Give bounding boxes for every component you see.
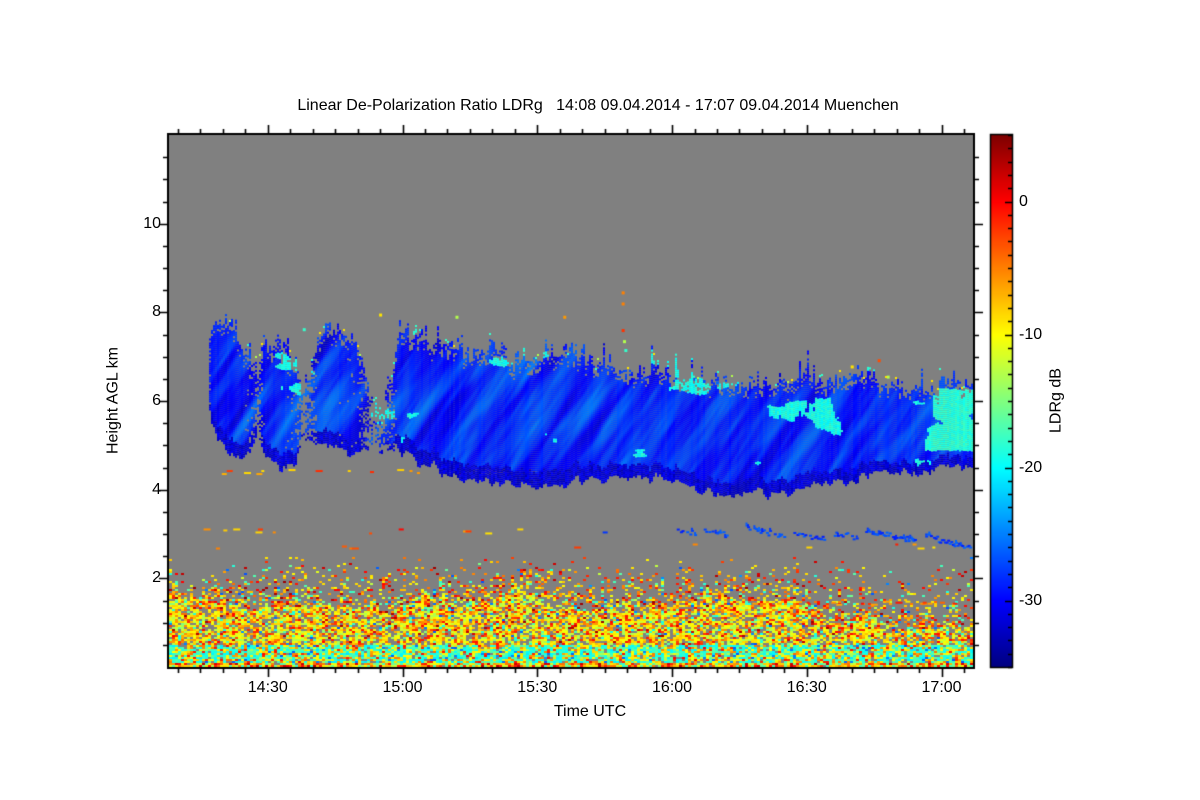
- x-tick-label: 16:30: [786, 679, 827, 696]
- x-tick-label: 15:30: [517, 679, 558, 696]
- y-tick-label: 4: [152, 480, 161, 498]
- x-axis-title: Time UTC: [553, 703, 627, 720]
- chart-title: Linear De-Polarization Ratio LDRg 14:08 …: [297, 97, 899, 114]
- x-tick-label: 14:30: [247, 679, 288, 696]
- colorbar-tick-label: -10: [1019, 325, 1043, 343]
- y-tick-label: 8: [152, 303, 161, 321]
- y-tick-label: 2: [152, 569, 161, 587]
- x-tick-label: 15:00: [382, 679, 423, 696]
- colorbar-tick-label: -30: [1019, 591, 1043, 609]
- colorbar-tick-label: -20: [1019, 458, 1043, 476]
- x-tick-label: 16:00: [652, 679, 693, 696]
- x-tick-label: 17:00: [921, 679, 962, 696]
- y-tick-label: 10: [143, 214, 161, 232]
- colorbar-title: LDRg dB: [1047, 368, 1065, 433]
- y-tick-label: 6: [152, 392, 161, 409]
- colorbar-tick-label: 0: [1019, 192, 1028, 210]
